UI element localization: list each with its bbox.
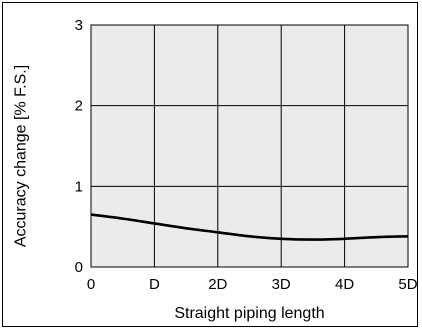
series-line — [90, 213, 409, 241]
y-tick-label: 0 — [75, 259, 83, 276]
x-tick-label: 4D — [335, 276, 354, 293]
y-tick-label: 2 — [75, 98, 83, 115]
y-tick-labels: 0 1 2 3 — [75, 17, 83, 276]
y-tick-label: 3 — [75, 17, 83, 34]
x-tick-label: 5D — [398, 276, 417, 293]
x-axis-label: Straight piping length — [174, 305, 324, 322]
x-tick-label: 3D — [272, 276, 291, 293]
x-tick-label: 2D — [208, 276, 227, 293]
x-tick-labels: 0 D 2D 3D 4D 5D — [87, 276, 418, 293]
grid-lines — [90, 24, 409, 268]
y-axis-label: Accuracy change [% F.S.] — [13, 65, 30, 247]
x-tick-label: 0 — [87, 276, 95, 293]
x-tick-label: D — [149, 276, 160, 293]
plot-area — [90, 24, 409, 268]
y-tick-label: 1 — [75, 178, 83, 195]
